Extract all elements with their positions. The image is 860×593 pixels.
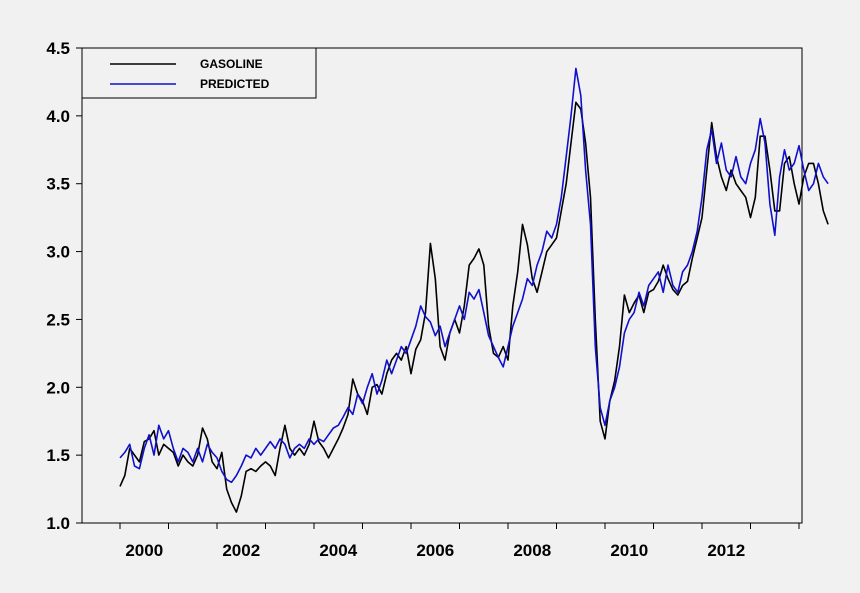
legend-box [81,47,317,99]
x-tick-label: 2006 [416,541,454,560]
legend-label-predicted: PREDICTED [200,77,270,91]
x-tick-label: 2000 [125,541,163,560]
x-tick-label: 2010 [610,541,648,560]
y-tick-label: 1.5 [46,446,70,465]
x-axis: 2000 2002 2004 2006 2008 2010 2012 [119,523,800,560]
y-tick-label: 2.0 [46,378,70,397]
y-tick-label: 3.0 [46,243,70,262]
x-tick-label: 2002 [222,541,260,560]
x-tick-label: 2008 [513,541,551,560]
legend-label-gasoline: GASOLINE [200,57,263,71]
y-tick-label: 4.5 [46,39,70,58]
y-tick-label: 1.0 [46,514,70,533]
series-line-predicted [119,67,829,484]
y-tick-label: 3.5 [46,175,70,194]
legend: GASOLINE PREDICTED [81,47,317,99]
series-lines [119,67,829,513]
y-tick-label: 4.0 [46,107,70,126]
y-tick-label: 2.5 [46,310,70,329]
x-tick-label: 2004 [319,541,357,560]
plot-frame [81,47,803,524]
x-tick-label: 2012 [707,541,745,560]
series-line-gasoline [119,101,829,513]
y-axis: 1.0 1.5 2.0 2.5 3.0 3.5 4.0 4.5 [46,39,82,533]
